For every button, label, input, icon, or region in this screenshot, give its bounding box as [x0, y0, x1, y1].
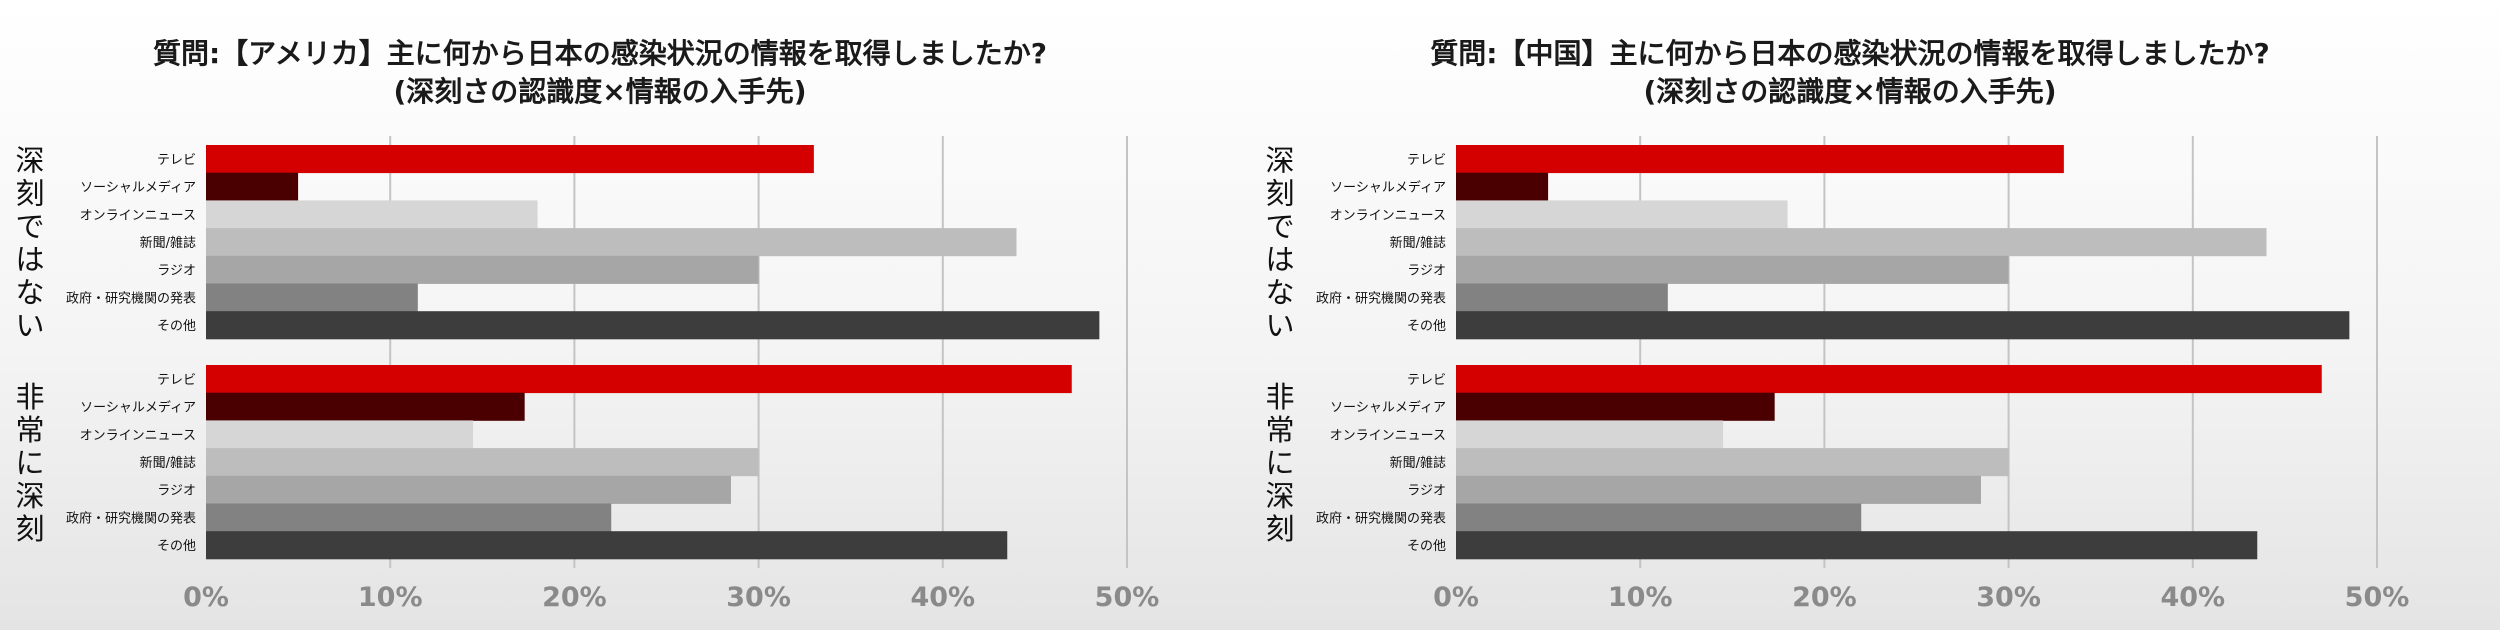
bar — [1456, 365, 2322, 394]
group-label: 非常に深刻 — [15, 380, 44, 546]
category-label: ソーシャルメディア — [1330, 400, 1446, 416]
bar — [206, 145, 814, 174]
bar — [206, 283, 418, 312]
group-label: 非常に深刻 — [1265, 380, 1294, 546]
bar — [206, 531, 1008, 560]
bar — [1456, 145, 2064, 174]
bar — [1456, 392, 1775, 421]
category-label: オンラインニュース — [1330, 208, 1446, 223]
category-label: 新聞/雑誌 — [1390, 455, 1446, 471]
bar — [206, 365, 1072, 394]
x-tick-label: 20% — [542, 582, 607, 613]
category-label: 政府・研究機関の発表 — [66, 511, 196, 526]
category-label: その他 — [1407, 539, 1446, 554]
bar — [1456, 228, 2267, 257]
bar — [206, 255, 759, 284]
category-label: ラジオ — [157, 484, 196, 499]
category-label: ラジオ — [157, 264, 196, 279]
category-label: 政府・研究機関の発表 — [1316, 291, 1446, 306]
category-label: 政府・研究機関の発表 — [66, 291, 196, 306]
chart-subtitle: (深刻さの認識度×情報の入手先) — [1643, 75, 2056, 108]
category-label: その他 — [1407, 319, 1446, 334]
bar — [206, 172, 299, 201]
chart-panel-china: 質問:【中国】主に何から日本の感染状況の情報を取得しましたか? (深刻さの認識度×… — [1250, 0, 2500, 630]
category-label: 新聞/雑誌 — [140, 235, 196, 251]
category-label: ラジオ — [1407, 484, 1446, 499]
x-tick-label: 10% — [358, 582, 423, 613]
chart-title: 質問:【アメリカ】主に何から日本の感染状況の情報を取得しましたか? — [153, 37, 1047, 70]
bar — [1456, 420, 1724, 449]
chart-china: 質問:【中国】主に何から日本の感染状況の情報を取得しましたか? (深刻さの認識度×… — [1265, 37, 2410, 613]
bar — [1456, 283, 1668, 312]
category-label: ラジオ — [1407, 264, 1446, 279]
chart-subtitle: (深刻さの認識度×情報の入手先) — [393, 75, 806, 108]
group-label: 深刻ではない — [1265, 143, 1294, 342]
bar — [1456, 475, 1981, 504]
x-tick-label: 30% — [1976, 582, 2041, 613]
bars-layer — [1456, 145, 2350, 560]
category-label: ソーシャルメディア — [1330, 180, 1446, 196]
bar — [206, 200, 538, 229]
x-tick-label: 50% — [1095, 582, 1160, 613]
category-label: 新聞/雑誌 — [140, 455, 196, 471]
x-tick-label: 40% — [910, 582, 975, 613]
bar — [1456, 255, 2009, 284]
x-tick-label: 0% — [183, 582, 229, 613]
bar — [206, 228, 1017, 257]
category-label: オンラインニュース — [80, 428, 196, 443]
bar — [206, 503, 612, 532]
chart-title: 質問:【中国】主に何から日本の感染状況の情報を取得しましたか? — [1430, 37, 2269, 70]
x-tick-label: 10% — [1608, 582, 1673, 613]
category-label: ソーシャルメディア — [80, 180, 196, 196]
x-tick-label: 0% — [1433, 582, 1479, 613]
chart-usa: 質問:【アメリカ】主に何から日本の感染状況の情報を取得しましたか? (深刻さの認識… — [15, 37, 1160, 613]
x-tick-label: 30% — [726, 582, 791, 613]
category-label: その他 — [157, 319, 196, 334]
x-tick-label: 40% — [2160, 582, 2225, 613]
bar — [1456, 503, 1862, 532]
category-label: ソーシャルメディア — [80, 400, 196, 416]
category-label: テレビ — [157, 373, 196, 388]
bar — [206, 448, 759, 477]
bar — [206, 475, 731, 504]
category-label: テレビ — [1407, 153, 1446, 168]
bar — [1456, 531, 2258, 560]
bar — [1456, 172, 1549, 201]
bar — [1456, 448, 2009, 477]
category-label: 新聞/雑誌 — [1390, 235, 1446, 251]
x-tick-label: 50% — [2345, 582, 2410, 613]
chart-panel-usa: 質問:【アメリカ】主に何から日本の感染状況の情報を取得しましたか? (深刻さの認識… — [15, 37, 1160, 613]
group-label: 深刻ではない — [15, 143, 44, 342]
bars-layer — [206, 145, 1100, 560]
bar — [1456, 311, 2350, 340]
category-label: オンラインニュース — [80, 208, 196, 223]
category-label: オンラインニュース — [1330, 428, 1446, 443]
category-label: 政府・研究機関の発表 — [1316, 511, 1446, 526]
category-label: テレビ — [157, 153, 196, 168]
x-tick-label: 20% — [1792, 582, 1857, 613]
bar — [206, 392, 525, 421]
bar — [1456, 200, 1788, 229]
bar — [206, 420, 474, 449]
category-label: その他 — [157, 539, 196, 554]
bar — [206, 311, 1100, 340]
category-label: テレビ — [1407, 373, 1446, 388]
